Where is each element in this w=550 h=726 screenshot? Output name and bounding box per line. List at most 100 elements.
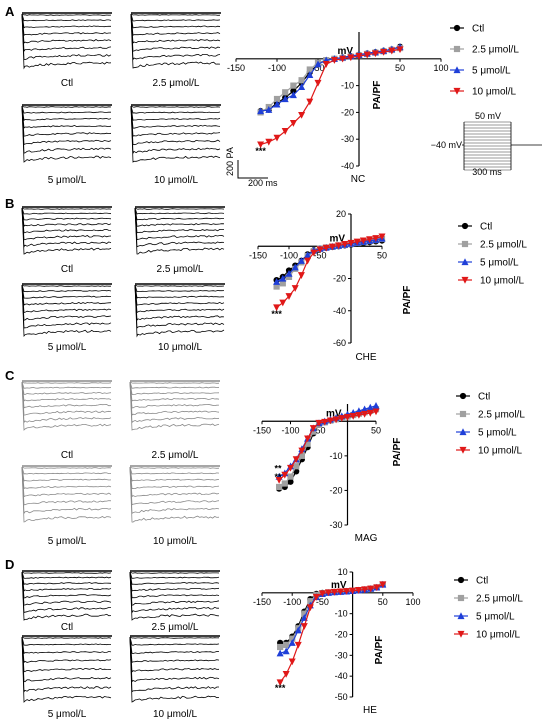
trace-caption: 10 μmol/L [153, 709, 198, 720]
current-trace [129, 381, 220, 396]
current-trace [21, 105, 112, 137]
current-traces [129, 380, 220, 431]
data-point [290, 82, 297, 89]
current-trace [129, 571, 220, 585]
current-traces [129, 635, 220, 703]
data-point [322, 244, 330, 252]
current-trace [129, 636, 219, 693]
data-point [326, 417, 334, 425]
group-label: HE [363, 705, 377, 716]
trace-caption: Ctl [61, 622, 73, 633]
current-trace [129, 466, 220, 506]
current-trace [129, 571, 220, 574]
current-trace [21, 636, 112, 693]
y-tick-label: -40 [341, 161, 354, 171]
current-traces [129, 570, 220, 621]
current-trace [21, 466, 112, 515]
data-point [276, 679, 284, 687]
data-point [339, 55, 347, 63]
legend-label: 10 μmol/L [476, 630, 521, 641]
x-tick-label: -100 [280, 250, 298, 260]
y-tick-label: -20 [333, 274, 346, 284]
current-trace [21, 207, 112, 249]
current-trace [21, 284, 112, 321]
data-point [283, 641, 290, 649]
data-point [298, 447, 306, 455]
data-point [300, 623, 308, 630]
group-label: MAG [355, 533, 378, 544]
legend-label: 2.5 μmol/L [480, 240, 527, 251]
panel-letter: C [5, 368, 15, 383]
x-axis-label: mV [331, 580, 347, 591]
data-point [273, 95, 281, 103]
current-traces [21, 380, 112, 431]
data-point [279, 299, 287, 307]
current-trace [21, 13, 112, 70]
x-tick-label: -50 [316, 597, 329, 607]
x-tick-label: 50 [395, 63, 405, 73]
data-point [288, 639, 296, 646]
data-point [366, 409, 374, 417]
current-trace [21, 284, 112, 313]
data-point [353, 238, 361, 246]
scale-bar-lines [237, 160, 268, 179]
data-point [307, 598, 314, 605]
data-point [287, 478, 294, 485]
current-traces [21, 206, 112, 255]
current-trace [21, 105, 112, 146]
data-point [378, 233, 386, 241]
current-trace [21, 636, 112, 703]
series-4 [273, 233, 386, 312]
current-trace [21, 105, 111, 114]
data-point [359, 237, 367, 245]
data-point [361, 405, 369, 413]
current-traces [21, 283, 112, 338]
legend-marker [457, 630, 465, 638]
y-axis-label: PA/PF [402, 286, 413, 315]
data-point [321, 418, 329, 426]
data-point [355, 411, 363, 419]
y-axis-label: PA/PF [392, 438, 403, 467]
data-point [309, 425, 317, 432]
current-trace [134, 284, 225, 314]
current-trace [21, 13, 112, 22]
data-point [379, 581, 387, 589]
y-tick-label: -30 [329, 520, 342, 530]
data-point [366, 403, 374, 411]
current-trace [129, 571, 220, 599]
data-point [273, 304, 281, 312]
data-point [330, 588, 338, 596]
data-point [332, 416, 340, 424]
trace-caption: 2.5 μmol/L [153, 78, 200, 89]
y-tick-label: -20 [335, 630, 348, 640]
current-trace [21, 13, 112, 53]
data-point [304, 257, 312, 265]
current-trace [130, 13, 221, 29]
data-point [306, 71, 314, 78]
current-trace [21, 13, 111, 29]
data-point [288, 658, 296, 666]
y-tick-label: -40 [333, 306, 346, 316]
current-trace [134, 207, 225, 210]
current-trace [129, 571, 220, 579]
current-trace [129, 571, 220, 606]
data-point [324, 589, 332, 597]
current-trace [21, 207, 112, 215]
y-tick-label: -50 [335, 692, 348, 702]
current-trace [134, 284, 225, 292]
data-point [285, 269, 293, 277]
data-point [289, 91, 297, 99]
data-point [287, 464, 294, 472]
legend: Ctl 2.5 μmol/L 5 μmol/L 10 μmol/L [450, 24, 519, 98]
significance-mark: ** [274, 463, 282, 473]
y-tick-label: -40 [335, 671, 348, 681]
data-point [396, 46, 404, 54]
iv-chart: -150 -100 -50 50 -60 -40 -20 20 mV PA/PF CHE *** [249, 209, 413, 363]
data-point [265, 106, 273, 113]
x-axis-label: mV [329, 233, 345, 244]
current-trace [21, 207, 112, 210]
data-point [318, 590, 326, 598]
series-4 [275, 408, 380, 484]
